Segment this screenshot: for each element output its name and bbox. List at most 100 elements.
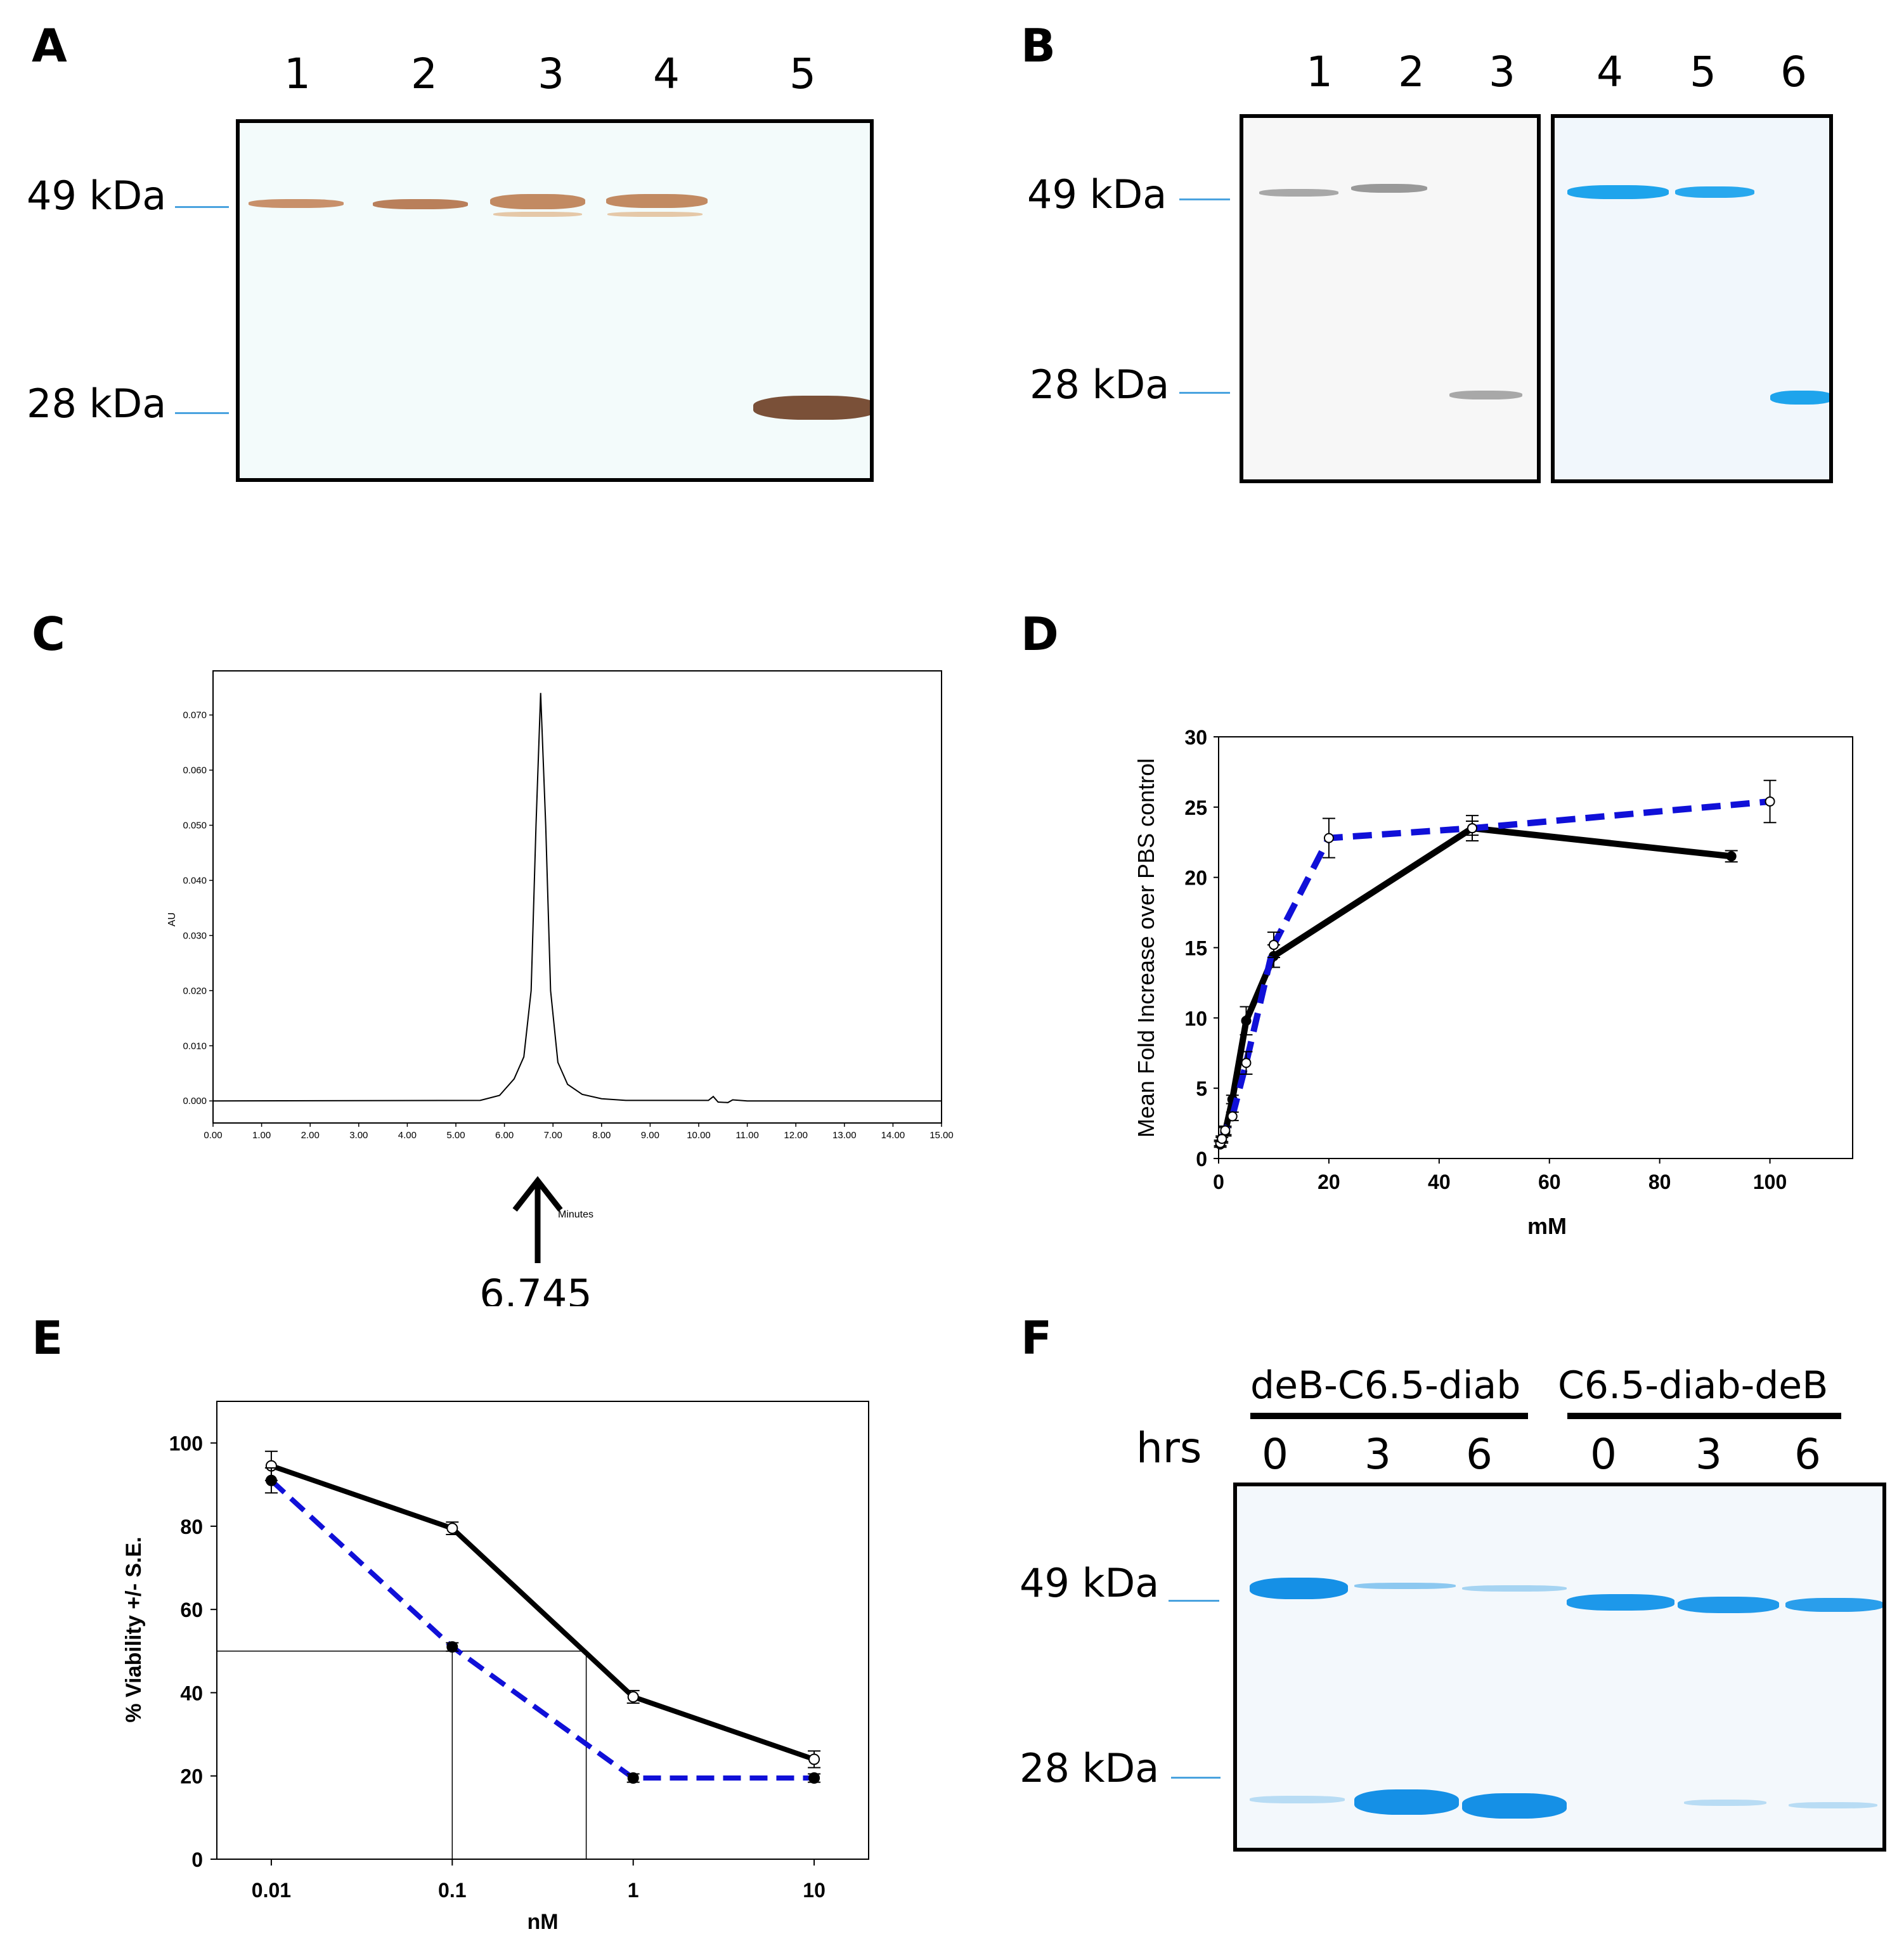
lane-label-b-5: 5 [1690, 48, 1716, 96]
y-tick-label-d-0: 0 [1196, 1148, 1207, 1171]
coomassie-gel-b [1551, 114, 1833, 483]
point-e-filled-dashed-1 [446, 1641, 458, 1653]
band-f-5-49 [1678, 1597, 1779, 1613]
lane-label-a-5: 5 [789, 49, 816, 98]
band-a-2 [373, 199, 468, 209]
plot-frame-e [216, 1401, 869, 1860]
band-a-3 [490, 194, 585, 209]
y-tick-label-d-4: 20 [1184, 867, 1207, 890]
band-b-1 [1259, 189, 1338, 197]
x-ticks-c: 0.00 1.00 2.00 3.00 4.00 5.00 6.00 7.00 8.00 9.00… [204, 1123, 954, 1141]
panel-label-c: C [32, 607, 65, 661]
x-tick-label-d-1: 20 [1318, 1171, 1340, 1193]
series-line-e-open-solid [270, 1463, 815, 1762]
lane-label-b-4: 4 [1596, 48, 1623, 96]
plot-frame-d [1218, 736, 1853, 1159]
band-b-3 [1449, 391, 1522, 399]
point-d-filled-solid-7 [1726, 851, 1737, 862]
x-tick-label-e-3: 10 [803, 1879, 826, 1902]
series-d [1214, 779, 1777, 1150]
x-tick-label-c-12: 12.00 [784, 1130, 808, 1141]
marker-a-28: 28 kDa [27, 380, 167, 427]
y-ticks-d: 0 5 10 15 20 25 30 [1184, 726, 1219, 1171]
point-e-open-solid-2 [627, 1691, 639, 1703]
panel-label-f: F [1021, 1311, 1052, 1365]
band-b-6 [1770, 391, 1829, 405]
ic50-guides [217, 1651, 587, 1859]
point-d-open-dashed-4 [1241, 1058, 1252, 1068]
marker-a-49: 49 kDa [27, 172, 167, 219]
lane-label-a-2: 2 [411, 49, 437, 98]
series-e [264, 1450, 821, 1784]
x-tick-label-c-4: 4.00 [398, 1130, 417, 1141]
marker-b-28: 28 kDa [1030, 361, 1170, 408]
x-tick-label-d-4: 80 [1648, 1171, 1671, 1193]
panel-label-e: E [32, 1311, 63, 1365]
x-tick-label-c-11: 11.00 [735, 1130, 758, 1141]
plot-frame-c [212, 670, 942, 1124]
panel-a: A 1 2 3 4 5 49 kDa 28 kDa [0, 0, 926, 507]
panel-label-b: B [1021, 19, 1056, 72]
y-tick-label-c-0: 0.000 [183, 1096, 207, 1107]
y-tick-label-c-1: 0.010 [183, 1041, 207, 1051]
group-bar-f-2 [1567, 1413, 1841, 1419]
panel-label-d: D [1021, 607, 1059, 661]
group-bar-f-1 [1250, 1413, 1528, 1419]
x-tick-label-c-9: 9.00 [641, 1130, 659, 1141]
lane-label-b-1: 1 [1306, 48, 1333, 96]
band-a-5 [753, 396, 870, 420]
panel-b: B 1 2 3 4 5 6 49 kDa 28 kDa [976, 0, 1902, 507]
lane-label-f-5: 3 [1695, 1430, 1722, 1479]
panel-label-a: A [32, 19, 67, 72]
x-tick-label-c-3: 3.00 [349, 1130, 368, 1141]
y-tick-label-e-4: 80 [180, 1515, 203, 1538]
band-f-2-28 [1354, 1789, 1459, 1815]
y-tick-label-e-0: 0 [191, 1848, 203, 1871]
x-tick-label-c-1: 1.00 [252, 1130, 271, 1141]
series-line-e-filled-dashed [269, 1478, 815, 1781]
band-a-3b [493, 212, 582, 217]
band-b-2 [1351, 184, 1427, 193]
lane-label-b-6: 6 [1780, 48, 1807, 96]
band-f-1-49 [1250, 1578, 1348, 1599]
x-tick-label-c-14: 14.00 [881, 1130, 905, 1141]
point-d-open-dashed-2 [1220, 1125, 1231, 1136]
band-a-1 [249, 199, 344, 208]
x-tick-label-c-13: 13.00 [832, 1130, 857, 1141]
x-tick-label-e-2: 1 [628, 1879, 639, 1902]
panel-e: E 0 20 40 60 80 100 0.01 0.1 1 10 % Viability +/… [0, 1294, 926, 1934]
x-tick-label-c-10: 10.00 [687, 1130, 711, 1141]
chromatogram-chart: 0.000 0.010 0.020 0.030 0.040 0.050 0.060 0.070… [167, 670, 954, 1306]
y-tick-label-c-2: 0.020 [183, 985, 207, 996]
band-a-4b [607, 212, 703, 217]
y-tick-label-e-3: 60 [180, 1599, 203, 1621]
series-line-d-filled-solid [1217, 825, 1732, 1146]
y-tick-label-c-4: 0.040 [183, 875, 207, 886]
western-blot-a [236, 119, 874, 482]
x-tick-label-c-0: 0.00 [204, 1130, 222, 1141]
band-f-6-49 [1785, 1598, 1882, 1612]
y-tick-label-d-6: 30 [1184, 726, 1207, 749]
x-ticks-d: 0 20 40 60 80 100 [1213, 1158, 1787, 1193]
x-tick-label-c-15: 15.00 [929, 1130, 954, 1141]
x-tick-label-c-7: 7.00 [544, 1130, 562, 1141]
y-tick-label-e-5: 100 [169, 1432, 203, 1455]
x-tick-label-d-0: 0 [1213, 1171, 1224, 1193]
y-tick-label-d-3: 15 [1184, 937, 1207, 960]
band-f-4-49 [1567, 1594, 1674, 1611]
marker-tick-a-28 [175, 412, 229, 414]
point-d-open-dashed-3 [1227, 1111, 1238, 1122]
marker-tick-f-49 [1169, 1600, 1219, 1602]
peak-retention-time: 6.745 [479, 1271, 592, 1306]
y-tick-label-c-3: 0.030 [183, 930, 207, 941]
point-d-open-dashed-8 [1765, 796, 1775, 807]
hrs-label: hrs [1136, 1424, 1202, 1472]
marker-b-49: 49 kDa [1027, 171, 1167, 217]
y-axis-label-c: AU [167, 912, 178, 926]
x-ticks-e: 0.01 0.1 1 10 [252, 1859, 826, 1902]
band-f-1-28 [1250, 1796, 1345, 1803]
y-axis-label-d: Mean Fold Increase over PBS control [1133, 758, 1159, 1138]
lane-label-a-3: 3 [538, 49, 564, 98]
lane-label-f-1: 0 [1262, 1430, 1288, 1479]
x-tick-label-e-0: 0.01 [252, 1879, 291, 1902]
